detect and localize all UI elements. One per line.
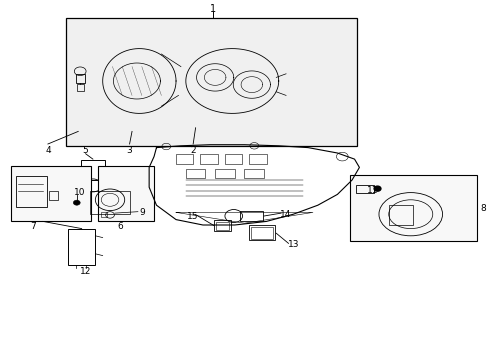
Bar [244,169,264,178]
Bar [81,160,105,180]
Bar [224,154,242,164]
Bar [77,84,83,91]
Bar [355,185,373,193]
Text: 6: 6 [117,222,122,231]
Bar [105,169,109,176]
Bar [49,191,58,200]
Text: 10: 10 [73,188,85,197]
Bar [90,191,129,214]
Bar [216,222,228,230]
Bar [249,154,266,164]
Circle shape [73,200,80,205]
Bar [214,220,231,231]
Bar [251,227,272,239]
Bar [249,225,274,240]
Bar [176,154,193,164]
Text: 5: 5 [82,145,88,155]
Bar [76,74,84,83]
Text: 15: 15 [187,212,199,221]
Text: 12: 12 [80,267,91,276]
Bar [16,176,47,207]
Bar [185,169,205,178]
Text: 1: 1 [209,4,215,14]
Bar [66,18,356,146]
Bar [77,169,81,176]
Text: 8: 8 [479,204,485,213]
Text: 4: 4 [45,146,51,155]
Bar [11,166,91,221]
Bar [200,154,217,164]
Text: 14: 14 [280,210,291,219]
Bar [98,166,154,221]
Circle shape [373,186,380,191]
Text: 13: 13 [287,240,299,249]
Bar [215,169,234,178]
Text: 2: 2 [190,146,196,155]
Bar [349,175,476,241]
Bar [388,205,412,225]
Bar [101,212,107,217]
Text: 11: 11 [366,186,378,195]
Text: 3: 3 [126,146,132,155]
Text: 7: 7 [30,222,36,231]
Bar [68,229,95,265]
Bar [239,211,263,221]
Text: 9: 9 [139,208,144,217]
